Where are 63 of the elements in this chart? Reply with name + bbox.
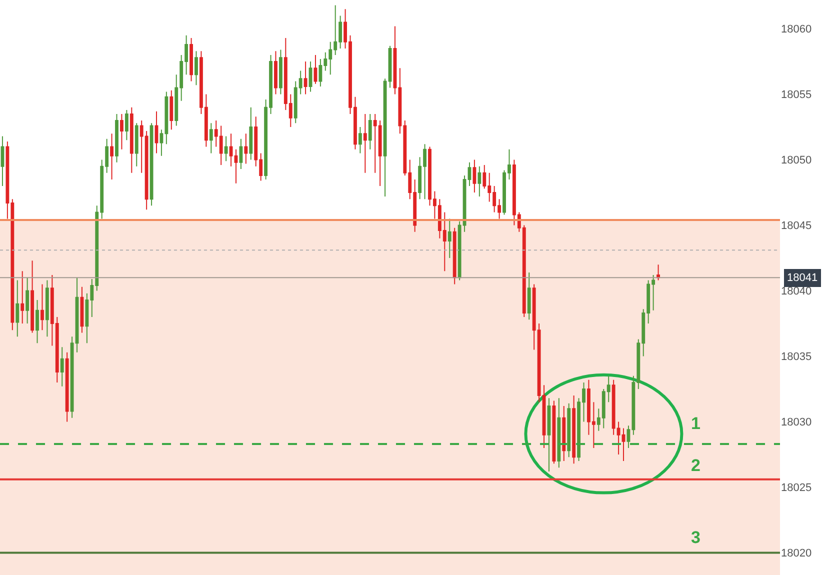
y-tick-label: 18060 [781, 24, 812, 36]
candlestick [249, 106, 253, 160]
candlestick [274, 50, 278, 95]
candlestick [527, 272, 531, 320]
candlestick [120, 113, 124, 150]
annotation: 1 [691, 414, 700, 433]
candlestick [368, 113, 372, 150]
candlestick [358, 126, 362, 154]
candlestick [552, 400, 556, 464]
candlestick [65, 352, 69, 422]
candlestick [150, 122, 154, 206]
candlestick [239, 138, 243, 170]
candlestick [244, 133, 248, 164]
candlestick [224, 136, 228, 162]
annotation: 3 [691, 528, 700, 547]
candlestick [16, 280, 20, 338]
candlestick [448, 218, 452, 259]
candlestick [468, 162, 472, 186]
candlestick [26, 277, 30, 324]
candlestick [472, 159, 476, 194]
y-tick-label: 18035 [781, 351, 812, 364]
candlestick [154, 110, 158, 154]
annotation: 2 [691, 456, 700, 475]
candlestick [130, 106, 134, 174]
candlestick [170, 90, 174, 130]
y-tick-label: 18050 [781, 154, 812, 167]
candlestick [124, 110, 128, 141]
candlestick [134, 122, 138, 167]
candlestick [363, 113, 367, 174]
y-tick-label: 18025 [781, 482, 812, 494]
candlestick [229, 133, 233, 167]
candlestick [304, 61, 308, 95]
candlestick [36, 299, 39, 344]
candlestick [194, 50, 198, 86]
candlestick [572, 395, 576, 464]
candlestick [308, 61, 312, 92]
candlestick [30, 260, 34, 334]
candlestick [557, 398, 561, 468]
candlestick [278, 49, 282, 95]
candlestick [656, 264, 660, 281]
candlestick [314, 54, 318, 84]
candlestick [60, 346, 64, 387]
y-tick-label: 18055 [781, 89, 812, 102]
candlestick [20, 270, 24, 324]
y-tick-label: 18045 [781, 220, 812, 232]
candlestick [567, 402, 571, 458]
y-tick-label: 18040 [781, 286, 812, 298]
candlestick [110, 133, 114, 180]
y-tick-label: 18030 [781, 416, 812, 429]
candlestick [40, 284, 44, 331]
candlestick [0, 136, 4, 186]
candlestick [80, 286, 84, 334]
candlestick [562, 406, 566, 462]
candlestick [190, 37, 193, 82]
candlestick [209, 122, 213, 154]
candlestick [115, 113, 118, 163]
ref-line-label: 18041 [787, 272, 818, 284]
candlestick [478, 166, 482, 197]
candlestick [45, 280, 49, 338]
candlestick [547, 398, 551, 472]
y-tick-label: 18020 [781, 548, 812, 560]
candlestick [452, 227, 456, 285]
candlestick [234, 148, 238, 184]
